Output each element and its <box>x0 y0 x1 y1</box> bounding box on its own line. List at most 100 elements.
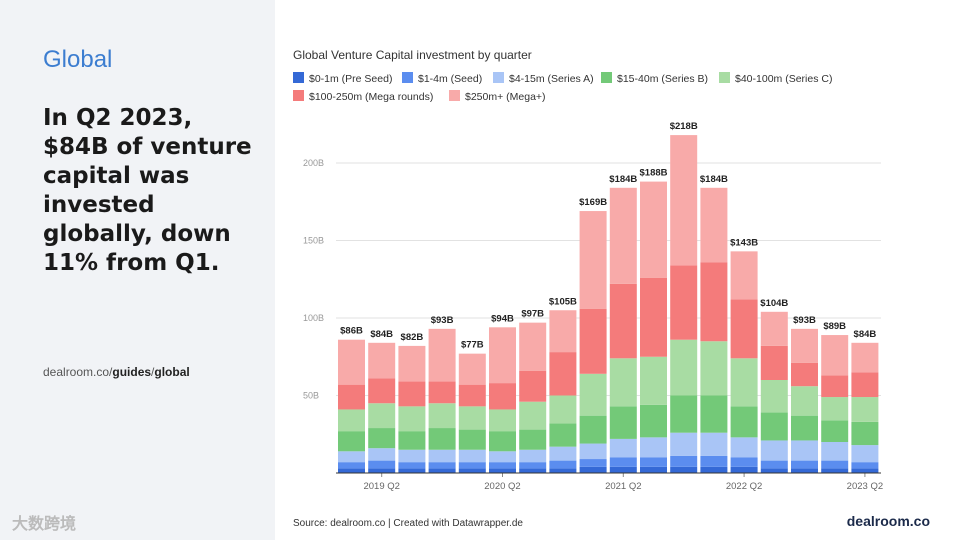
bar-segment <box>428 468 456 473</box>
bar-segment <box>640 437 667 458</box>
legend-swatch <box>449 90 460 101</box>
legend-swatch <box>402 72 413 83</box>
total-label: $184B <box>609 174 637 185</box>
bar-segment <box>609 438 637 458</box>
bar-segment <box>338 468 365 473</box>
bar-segment <box>851 468 879 473</box>
bar-segment <box>579 373 607 416</box>
bar-segment <box>368 342 396 379</box>
bar-segment <box>368 460 396 469</box>
bar-segment <box>579 211 607 309</box>
bar-segment <box>368 403 396 429</box>
bar-segment <box>338 384 365 410</box>
bar-segment <box>489 409 516 432</box>
bar-segment <box>428 449 456 463</box>
bar-segment <box>730 251 758 300</box>
bar-segment <box>489 451 516 463</box>
bar-segment <box>760 345 788 380</box>
heading: Global <box>43 46 113 73</box>
bar-segment <box>428 462 456 469</box>
bar-segment <box>851 445 879 463</box>
bar-segment <box>398 406 426 432</box>
bar-segment <box>489 468 516 473</box>
bar-segment <box>398 449 426 463</box>
bar-segment <box>609 358 637 407</box>
bar-segment <box>458 449 486 463</box>
legend-label: $4-15m (Series A) <box>509 73 594 85</box>
legend-swatch <box>293 72 304 83</box>
bar-segment <box>760 311 788 346</box>
bar-segment <box>458 468 486 473</box>
bar-segment <box>368 468 396 473</box>
legend-label: $0-1m (Pre Seed) <box>309 73 392 85</box>
bar-segment <box>579 466 607 473</box>
bar-segment <box>458 429 486 450</box>
x-tick-label: 2020 Q2 <box>484 481 520 492</box>
bar-segment <box>398 431 426 450</box>
bar-segment <box>368 378 396 404</box>
total-label: $188B <box>640 168 668 179</box>
y-tick-label: 150B <box>303 236 324 246</box>
link-part: global <box>154 365 190 379</box>
bar-segment <box>609 466 637 473</box>
bar-segment <box>338 462 365 469</box>
bar-segment <box>851 372 879 398</box>
bar-segment <box>700 455 728 467</box>
bar-segment <box>519 401 547 430</box>
source: Source: dealroom.co | Created with Dataw… <box>293 518 523 529</box>
bar-segment <box>700 466 728 473</box>
bar-segment <box>519 449 547 463</box>
bar-segment <box>609 457 637 467</box>
bar-segment <box>489 431 516 452</box>
x-tick-label: 2022 Q2 <box>726 481 762 492</box>
bar-segment <box>670 339 698 396</box>
bar-segment <box>549 310 577 353</box>
bar-segment <box>428 381 456 404</box>
bar-segment <box>851 462 879 469</box>
link-part: / <box>151 365 155 379</box>
bar-segment <box>398 345 426 382</box>
bar-segment <box>368 428 396 449</box>
bar-segment <box>730 358 758 407</box>
bar-segment <box>700 262 728 342</box>
bar-segment <box>489 327 516 384</box>
bar-segment <box>489 462 516 469</box>
bar-segment <box>700 187 728 263</box>
total-label: $143B <box>730 237 758 248</box>
bar-segment <box>549 423 577 447</box>
bar-segment <box>670 395 698 433</box>
bar-segment <box>579 443 607 460</box>
legend-label: $250m+ (Mega+) <box>465 91 546 103</box>
bar-segment <box>851 421 879 446</box>
bar-segment <box>821 468 849 473</box>
bar-segment <box>458 384 486 407</box>
bar-segment <box>398 468 426 473</box>
total-label: $77B <box>461 340 484 351</box>
bar-segment <box>791 468 818 473</box>
total-label: $84B <box>370 329 393 340</box>
bar-segment <box>670 466 698 473</box>
bar-segment <box>640 277 667 357</box>
total-label: $93B <box>793 315 816 326</box>
x-tick-label: 2021 Q2 <box>605 481 641 492</box>
total-label: $97B <box>521 309 544 320</box>
bar-segment <box>791 415 818 441</box>
total-label: $84B <box>854 329 877 340</box>
bar-segment <box>730 457 758 467</box>
bar-segment <box>730 437 758 458</box>
bar-segment <box>700 341 728 396</box>
bar-segment <box>851 397 879 422</box>
bar-segment <box>549 468 577 473</box>
bar-segment <box>549 446 577 461</box>
bar-segment <box>760 380 788 413</box>
bar-segment <box>670 135 698 266</box>
total-label: $82B <box>401 332 424 343</box>
side-panel: Global In Q2 2023, $84B of venture capit… <box>0 0 275 540</box>
bar-segment <box>338 339 365 385</box>
bar-segment <box>640 356 667 405</box>
link[interactable]: dealroom.co/guides/global <box>43 365 190 379</box>
bar-segment <box>368 448 396 461</box>
chart-title: Global Venture Capital investment by qua… <box>293 48 532 62</box>
bar-segment <box>760 460 788 469</box>
legend-label: $1-4m (Seed) <box>418 73 482 85</box>
